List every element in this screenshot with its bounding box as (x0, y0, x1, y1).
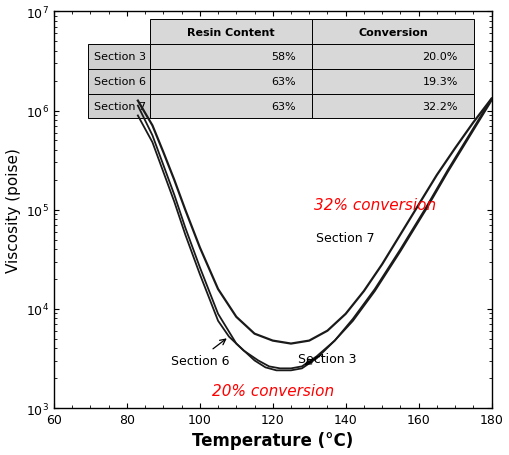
Text: Section 7: Section 7 (317, 232, 375, 244)
Text: Section 6: Section 6 (171, 354, 229, 367)
X-axis label: Temperature (°C): Temperature (°C) (192, 431, 353, 450)
Text: 20% conversion: 20% conversion (212, 383, 334, 398)
Text: 32% conversion: 32% conversion (314, 198, 436, 213)
Y-axis label: Viscosity (poise): Viscosity (poise) (6, 148, 20, 273)
Text: Section 3: Section 3 (298, 352, 357, 365)
